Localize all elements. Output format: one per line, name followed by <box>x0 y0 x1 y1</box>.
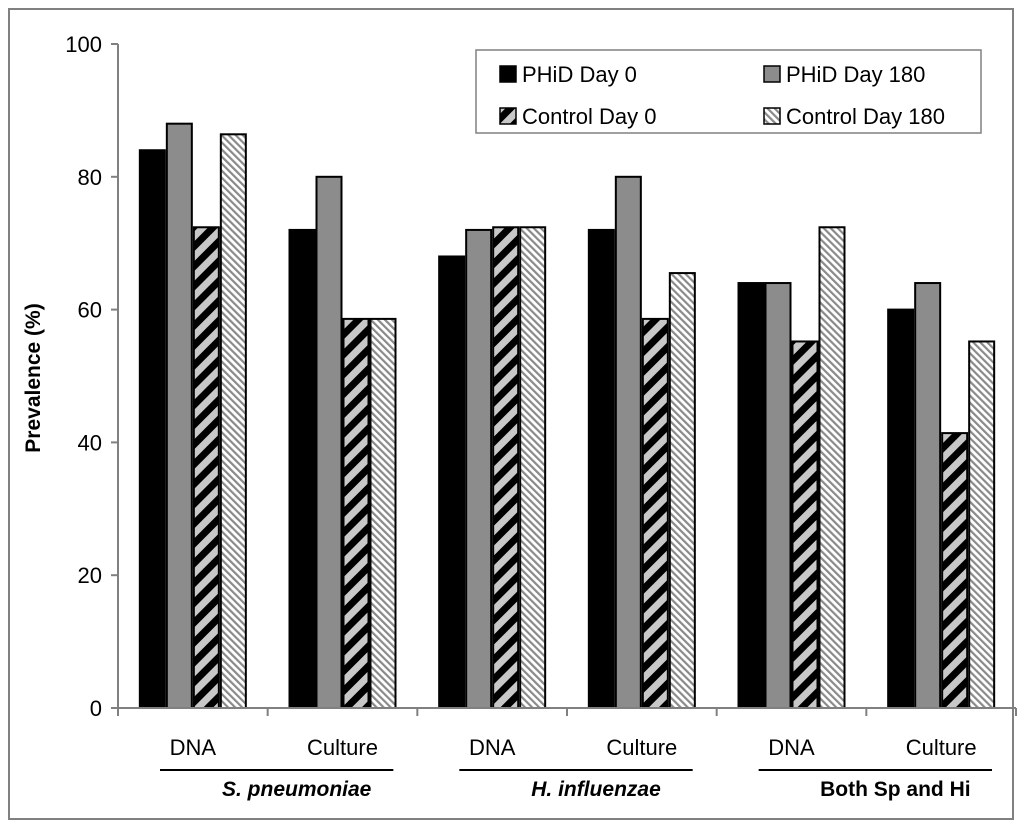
legend-swatch-control-day-180 <box>763 107 781 125</box>
axes-layer: 0 20 40 60 80 100 <box>65 32 1017 721</box>
bar-phid-day-0-2 <box>288 228 316 709</box>
bar-phid-day-180-2 <box>315 175 343 710</box>
bar-control-day-180-4 <box>668 272 696 709</box>
legend-label-control-day-0: Control Day 0 <box>522 104 657 129</box>
group-label-both-sp-and-hi: Both Sp and Hi <box>820 778 971 801</box>
bar-phid-day-180-5 <box>764 282 792 709</box>
y-axis-title: Prevalence (%) <box>22 303 45 452</box>
bar-phid-day-180-3 <box>465 228 493 709</box>
bar-control-day-180-1 <box>219 133 247 709</box>
group-labels: S. pneumoniae H. influenzae Both Sp and Hi <box>160 769 992 801</box>
category-labels: DNA Culture DNA Culture DNA Culture <box>170 735 977 760</box>
y-tick-label: 40 <box>78 430 102 455</box>
x-tick-label: Culture <box>606 735 677 760</box>
legend-swatch-phid-day-180 <box>763 65 781 83</box>
bar-phid-day-0-3 <box>438 255 466 709</box>
bar-phid-day-0-1 <box>138 149 166 710</box>
bar-control-day-0-5 <box>791 340 819 709</box>
bar-phid-day-0-6 <box>887 308 915 709</box>
bar-phid-day-180-1 <box>165 122 193 710</box>
legend-label-control-day-180: Control Day 180 <box>786 104 945 129</box>
bar-phid-day-0-5 <box>737 282 765 709</box>
y-tick-label: 80 <box>78 165 102 190</box>
legend: PHiD Day 0 PHiD Day 180 Control Day 0 Contr… <box>475 49 982 134</box>
bar-phid-day-180-6 <box>914 282 942 709</box>
bar-control-day-180-3 <box>519 226 547 709</box>
y-tick-label: 0 <box>90 696 102 721</box>
legend-swatch-control-day-0 <box>499 107 517 125</box>
x-tick-label: DNA <box>469 735 516 760</box>
bars-layer <box>138 122 996 710</box>
bar-control-day-0-6 <box>941 432 969 709</box>
group-label-s-pneumoniae: S. pneumoniae <box>222 778 372 801</box>
legend-label-phid-day-0: PHiD Day 0 <box>522 62 637 87</box>
y-tick-label: 60 <box>78 298 102 323</box>
x-tick-label: DNA <box>170 735 217 760</box>
bar-phid-day-0-4 <box>587 228 615 709</box>
legend-box <box>475 49 982 134</box>
x-tick-label: Culture <box>906 735 977 760</box>
legend-swatch-phid-day-0 <box>499 65 517 83</box>
bar-control-day-180-6 <box>968 340 996 709</box>
bar-control-day-180-5 <box>818 226 846 709</box>
bar-control-day-0-4 <box>641 317 669 709</box>
x-tick-label: Culture <box>307 735 378 760</box>
bar-control-day-180-2 <box>369 317 397 709</box>
bar-control-day-0-2 <box>342 317 370 709</box>
group-label-h-influenzae: H. influenzae <box>531 778 661 801</box>
y-tick-label: 20 <box>78 563 102 588</box>
bar-control-day-0-3 <box>492 226 520 709</box>
x-tick-label: DNA <box>768 735 815 760</box>
bar-control-day-0-1 <box>192 226 220 709</box>
bar-phid-day-180-4 <box>614 175 642 710</box>
y-tick-label: 100 <box>65 32 102 57</box>
legend-label-phid-day-180: PHiD Day 180 <box>786 62 925 87</box>
